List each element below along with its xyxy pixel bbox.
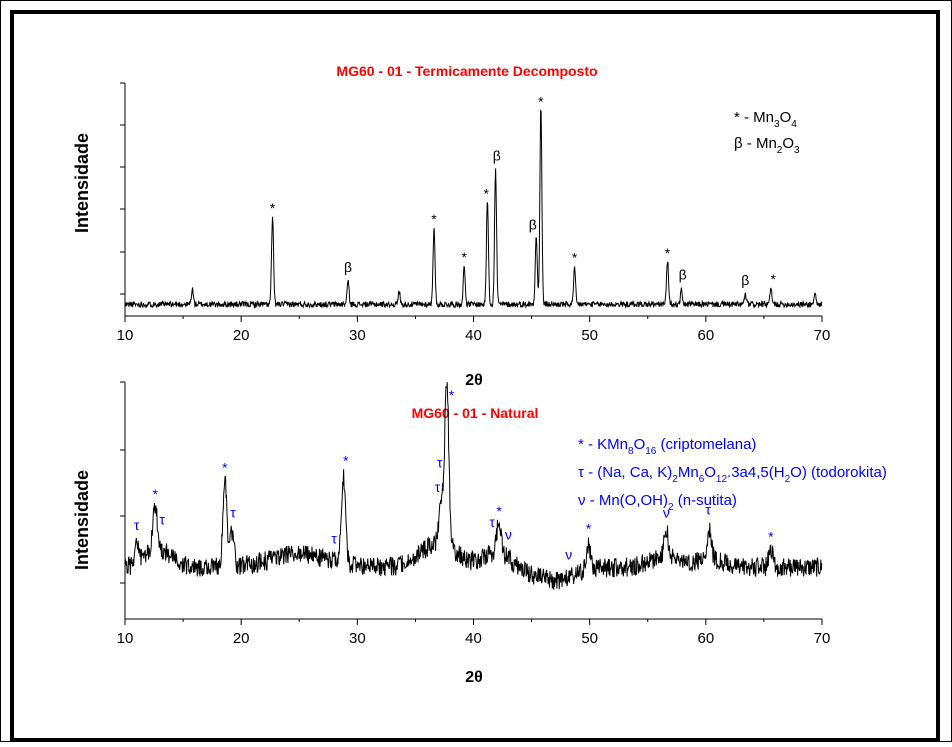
legend-subscript: 16 [645,446,657,457]
chart-top-xlabel: 2θ [465,372,483,389]
chart-bottom-title: MG60 - 01 - Natural [412,405,539,421]
chart-top-x-tick-label: 50 [581,327,598,344]
chart-top-peak-label: * [431,211,437,227]
chart-bottom-peak-label: τ [489,514,495,530]
chart-bottom-x-tick-label: 30 [349,630,366,647]
chart-top-legend: * - Mn3O4 β - Mn2O3 [734,109,800,156]
legend-line: τ - (Na, Ca, K)2Mn6O12.3a4,5(H2O) (todor… [578,464,887,485]
chart-bottom-peak-label: τ [134,517,140,533]
legend-subscript: 8 [628,446,634,457]
legend-text: O) (todorokita) [790,464,887,481]
chart-bottom-legend: * - KMn8O16 (criptomelana)τ - (Na, Ca, K… [578,436,887,513]
chart-top-peak-label: * [665,245,671,261]
chart-top-peak-label: * [461,249,467,265]
chart-top-peak-label: * [270,200,276,216]
chart-bottom-diffraction-line [124,382,823,590]
chart-bottom-x-tick-label: 40 [465,630,482,647]
chart-bottom-x-tick-label: 60 [697,630,714,647]
chart-top-peak-label: β [529,217,537,233]
legend-mn3o4: * - Mn3O4 [734,109,797,130]
chart-top-panel: MG60 - 01 - Termicamente Decomposto Inte… [72,63,830,389]
chart-bottom-x-tick-label: 20 [233,630,250,647]
chart-bottom-peak-label: ν [663,505,670,521]
chart-top-x-tick-label: 40 [465,327,482,344]
chart-top-peak-label: * [572,250,578,266]
chart-top-peak-label: β [344,259,352,275]
chart-top-x-tick-label: 60 [697,327,714,344]
chart-top-title: MG60 - 01 - Termicamente Decomposto [336,63,597,79]
chart-top-x-tick-label: 20 [233,327,250,344]
legend-mn2o3: β - Mn2O3 [734,135,800,156]
chart-top-peak-label: β [493,147,501,163]
chart-bottom-peak-label: * [449,387,455,403]
legend-mn3o4-sub2: 4 [791,119,797,130]
chart-bottom-peak-label: * [343,452,349,468]
legend-line: * - KMn8O16 (criptomelana) [578,436,756,457]
chart-top-x-tick-label: 70 [814,327,831,344]
chart-bottom-peak-label: ν [565,546,572,562]
chart-bottom-peak-label: * [152,486,158,502]
chart-bottom-panel: MG60 - 01 - Natural Intensidade 2θ * - K… [72,381,887,686]
legend-text: .3a4,5(H [727,464,785,481]
chart-bottom-xlabel: 2θ [465,669,483,686]
legend-text: O [634,436,646,453]
chart-bottom-peak-label: τ [435,479,441,495]
chart-top-peak-label: * [484,185,490,201]
legend-text: O [704,464,716,481]
chart-bottom-peak-label: τ [230,505,236,521]
legend-subscript: 2 [672,474,678,485]
chart-bottom-peak-label: * [586,520,592,536]
chart-bottom-peak-label: τ [331,531,337,547]
chart-bottom-x-tick-label: 50 [581,630,598,647]
chart-top-peak-label: * [538,94,544,110]
chart-top-peak-label: * [770,271,776,287]
chart-top-peak-label: β [741,272,749,288]
chart-bottom-peak-label: τ [705,502,711,518]
chart-top-diffraction-line [124,109,823,310]
chart-bottom-peak-label: τ [159,512,165,528]
legend-text: Mn [678,464,699,481]
chart-bottom-x-tick-label: 10 [117,630,134,647]
legend-mn3o4-label: * - Mn [734,109,774,126]
legend-text: (n-sutita) [674,492,737,509]
legend-subscript: 2 [668,502,674,513]
legend-text: (criptomelana) [656,436,756,453]
legend-line: ν - Mn(O,OH)2 (n-sutita) [578,492,737,513]
chart-bottom-ylabel: Intensidade [72,470,92,570]
legend-text: * - KMn [578,436,628,453]
legend-text: τ - (Na, Ca, K) [578,464,672,481]
legend-mn3o4-mid: O [780,109,792,126]
chart-top-peak-label: β [679,267,687,283]
legend-subscript: 12 [716,474,728,485]
legend-text: ν - Mn(O,OH) [578,492,668,509]
chart-bottom-x-tick-label: 70 [814,630,831,647]
legend-subscript: 2 [785,474,791,485]
chart-top-x-tick-label: 10 [117,327,134,344]
chart-bottom-peak-label: ν [505,526,512,542]
legend-mn2o3-sub2: 3 [794,145,800,156]
legend-mn2o3-label: β - Mn [734,135,777,152]
legend-mn2o3-mid: O [782,135,794,152]
chart-top-ylabel: Intensidade [72,133,92,233]
legend-subscript: 6 [699,474,705,485]
chart-top-x-tick-label: 30 [349,327,366,344]
chart-bottom-peak-label: * [768,528,774,544]
legend-mn3o4-sub1: 3 [774,119,780,130]
chart-bottom-peak-label: * [222,460,228,476]
inner-border [10,10,940,742]
chart-bottom-peak-label: * [496,503,502,519]
chart-bottom-peak-label: τ [437,454,443,470]
legend-mn2o3-sub1: 2 [777,145,783,156]
